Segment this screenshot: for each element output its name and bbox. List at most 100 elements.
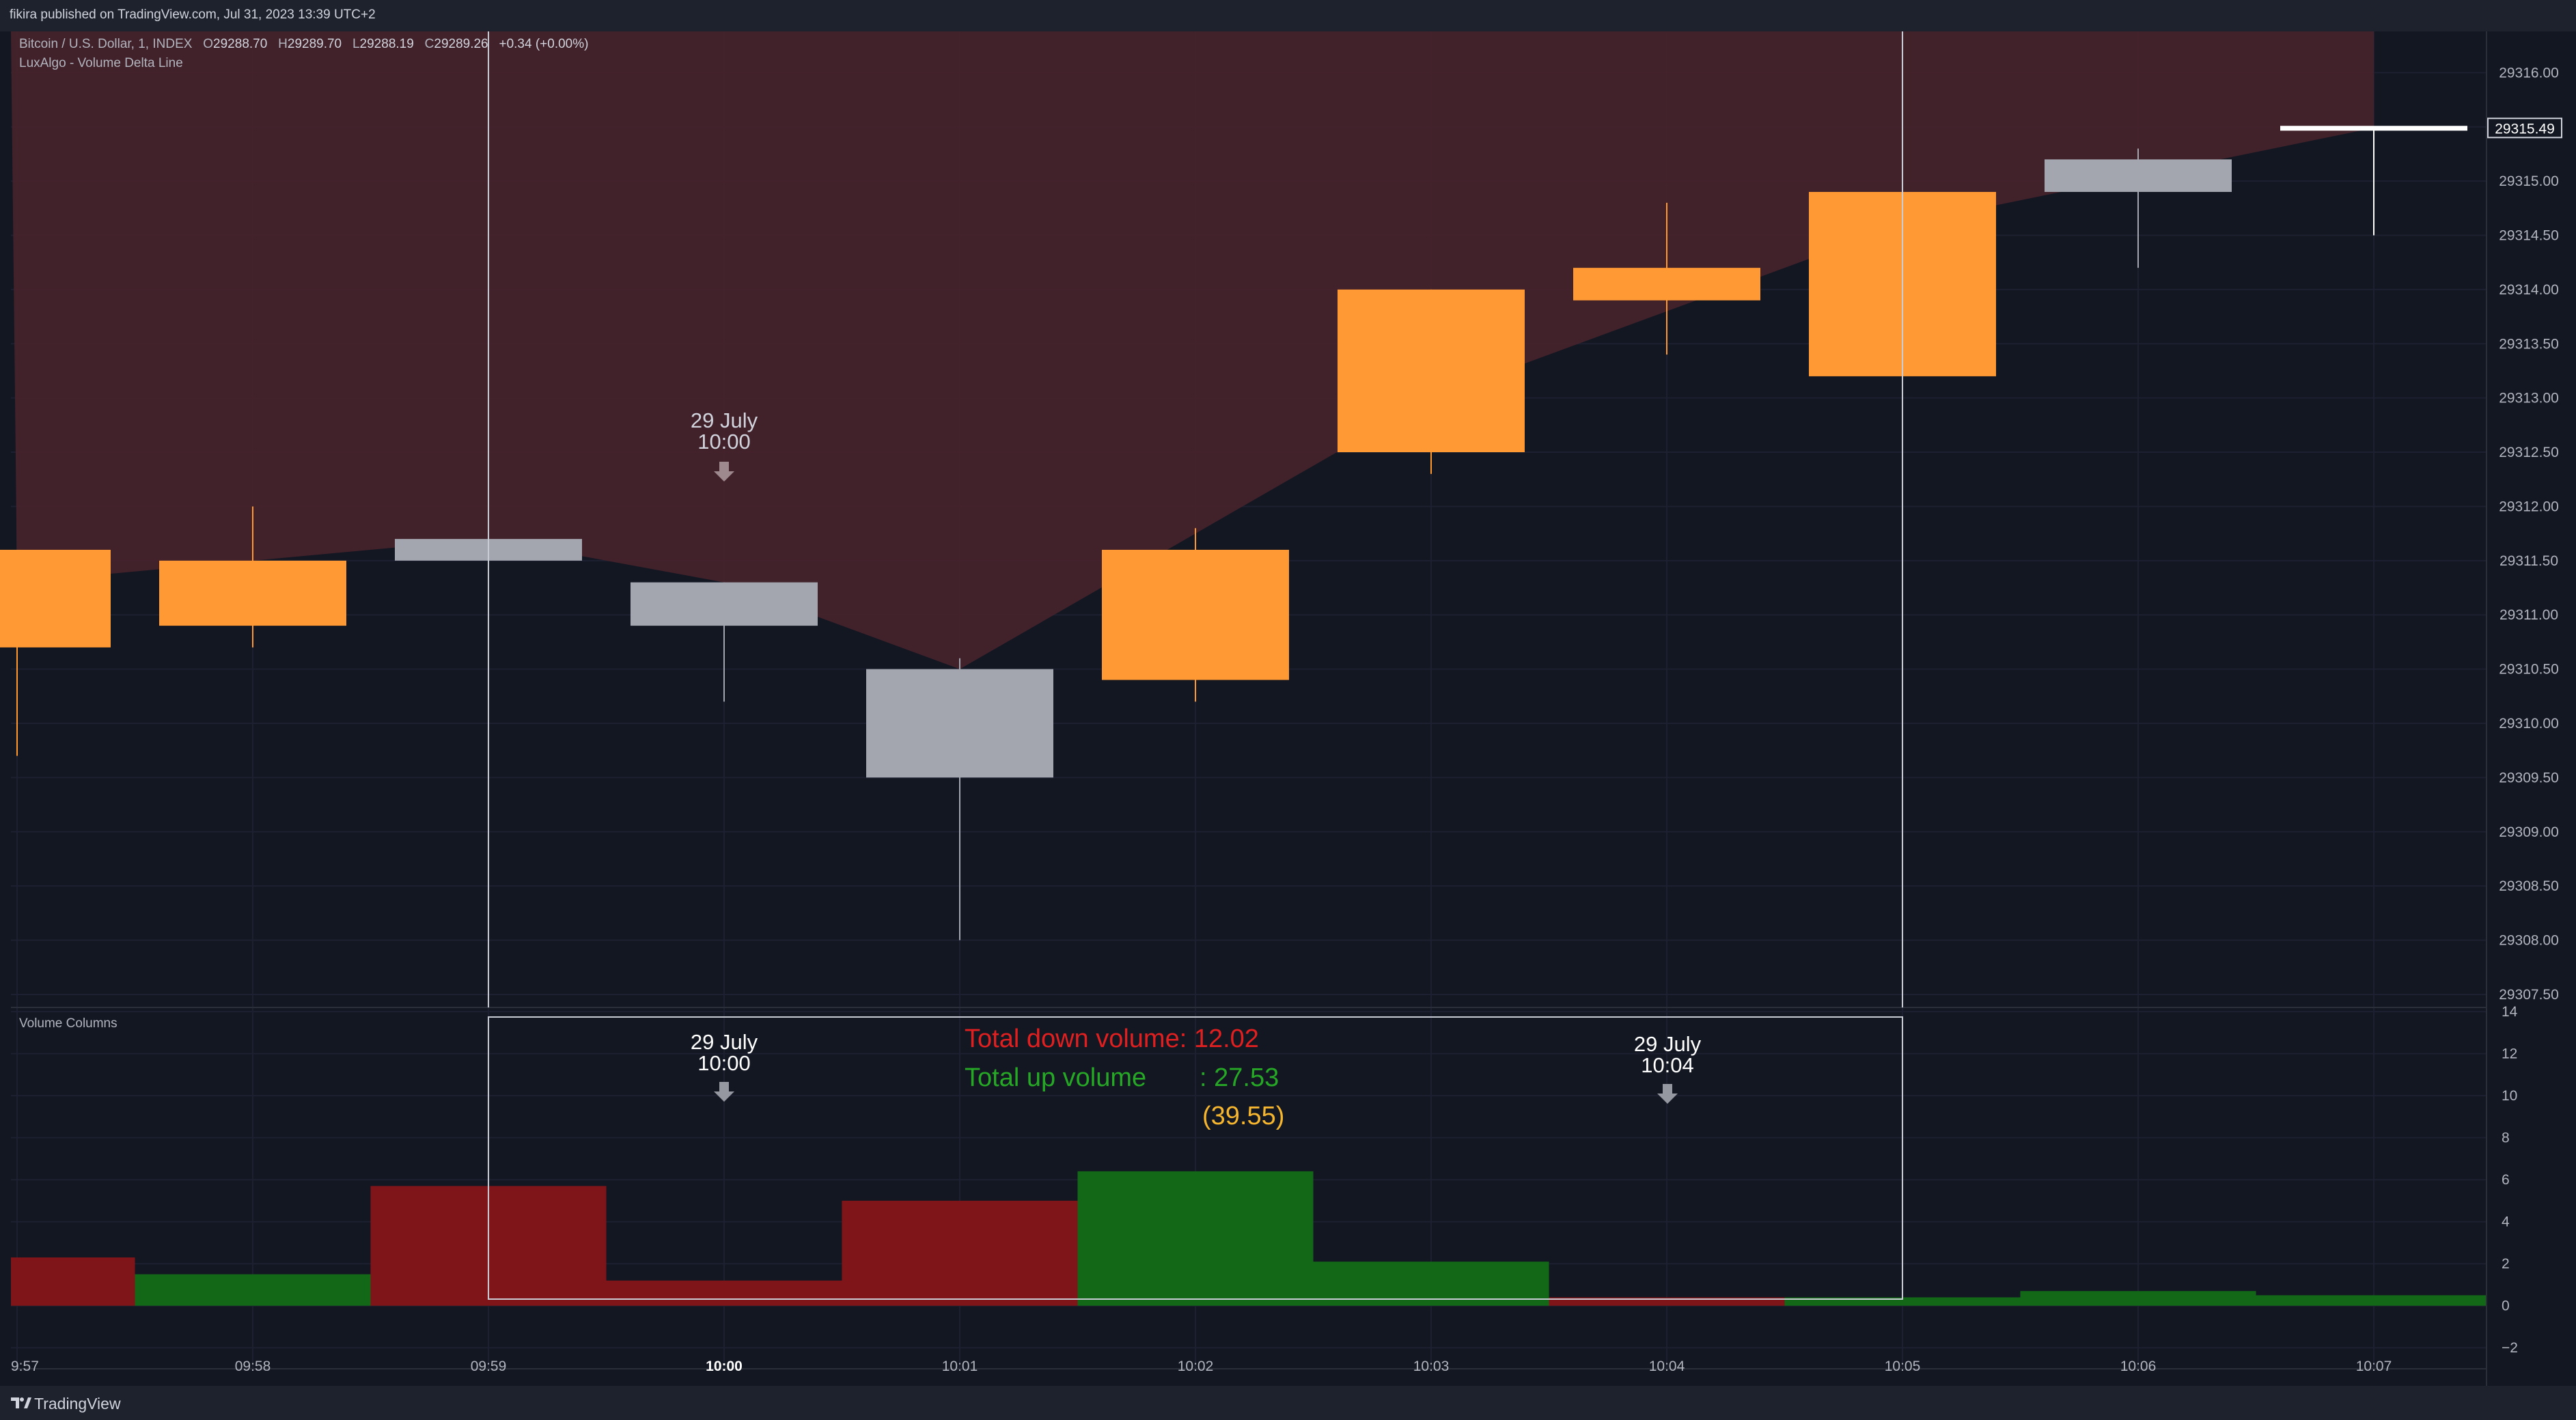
price-tick-label: 29314.00 bbox=[2499, 282, 2559, 298]
price-tick-label: 29313.00 bbox=[2499, 391, 2559, 406]
price-tick-label: 29311.50 bbox=[2499, 553, 2558, 569]
open-label: O bbox=[203, 37, 214, 51]
high-label: H bbox=[278, 37, 288, 51]
candle-body bbox=[866, 669, 1053, 778]
tradingview-logo-icon[interactable] bbox=[11, 1395, 31, 1410]
price-tick-label: 29312.00 bbox=[2499, 499, 2559, 514]
time-tick-label: 10:06 bbox=[2120, 1359, 2157, 1374]
footer: TradingView bbox=[0, 1386, 2576, 1420]
time-tick-label: 9:57 bbox=[11, 1359, 39, 1374]
date-label-date: 29 July bbox=[691, 1030, 758, 1054]
open-value: 29288.70 bbox=[213, 37, 268, 51]
volume-pane-title[interactable]: Volume Columns bbox=[19, 1016, 117, 1031]
volume-bars bbox=[11, 1171, 2487, 1306]
candle-body bbox=[1573, 268, 1760, 301]
time-axis[interactable]: 9:57 09:58 09:59 10:00 10:01 10:02 10:03 10:04 1… bbox=[11, 1359, 2392, 1374]
selection-box[interactable] bbox=[488, 31, 1903, 1300]
price-tick-label: 29308.00 bbox=[2499, 933, 2559, 949]
candle-body bbox=[0, 549, 111, 648]
volume-tick-label: 0 bbox=[2502, 1298, 2510, 1314]
date-label-time: 10:04 bbox=[1641, 1053, 1694, 1077]
candle-body bbox=[1338, 289, 1525, 453]
date-label-10-00-volume: 29 July 10:00 bbox=[691, 1030, 758, 1102]
price-tick-label: 29315.00 bbox=[2499, 173, 2559, 189]
price-tick-label: 29309.00 bbox=[2499, 824, 2559, 840]
arrow-down-icon bbox=[1657, 1084, 1678, 1104]
price-tick-label: 29316.00 bbox=[2499, 65, 2559, 81]
chart-canvas[interactable]: 29307.50 29308.00 29308.50 29309.00 29309.50… bbox=[0, 31, 2576, 1386]
time-tick-label: 10:00 bbox=[706, 1359, 743, 1374]
volume-bar-up bbox=[2256, 1295, 2487, 1306]
price-axis[interactable]: 29307.50 29308.00 29308.50 29309.00 29309.50… bbox=[2499, 65, 2559, 1003]
time-tick-label: 10:07 bbox=[2356, 1359, 2392, 1374]
volume-tick-label: 6 bbox=[2502, 1172, 2510, 1188]
last-price-marker: 29315.49 bbox=[2280, 117, 2562, 139]
indicator-legend[interactable]: LuxAlgo - Volume Delta Line bbox=[19, 56, 183, 70]
price-tick-label: 29312.50 bbox=[2499, 445, 2559, 460]
volume-bar-down bbox=[11, 1257, 135, 1306]
price-tick-label: 29311.00 bbox=[2499, 607, 2558, 623]
arrow-down-icon bbox=[714, 462, 734, 482]
candle-body bbox=[2045, 159, 2232, 192]
arrow-down-icon bbox=[714, 1082, 734, 1102]
ohlc-legend[interactable]: Bitcoin / U.S. Dollar, 1, INDEX O29288.7… bbox=[19, 37, 588, 52]
price-change: +0.34 (+0.00%) bbox=[499, 37, 589, 51]
price-tick-label: 29310.00 bbox=[2499, 716, 2559, 732]
volume-bar-up bbox=[2020, 1291, 2256, 1306]
volume-bar-up bbox=[1313, 1262, 1549, 1306]
price-tick-label: 29307.50 bbox=[2499, 987, 2559, 1003]
candle-body bbox=[159, 560, 346, 626]
publisher-text: fikira published on TradingView.com, Jul… bbox=[10, 8, 376, 22]
price-tick-label: 29308.50 bbox=[2499, 878, 2559, 894]
total-down-volume: Total down volume: 12.02 bbox=[965, 1025, 1259, 1053]
price-tick-label: 29310.50 bbox=[2499, 662, 2559, 678]
close-label: C bbox=[424, 37, 434, 51]
total-up-volume-value: : 27.53 bbox=[1200, 1063, 1279, 1092]
time-tick-label: 09:59 bbox=[471, 1359, 507, 1374]
tradingview-brand[interactable]: TradingView bbox=[34, 1395, 121, 1412]
last-price-box bbox=[2487, 117, 2562, 139]
last-price-label: 29315.49 bbox=[2495, 121, 2555, 137]
low-value: 29288.19 bbox=[359, 37, 414, 51]
candles bbox=[0, 128, 2467, 941]
candle-body bbox=[1102, 549, 1289, 680]
time-tick-label: 10:05 bbox=[1885, 1359, 1921, 1374]
date-label-time: 10:00 bbox=[697, 1051, 751, 1075]
price-tick-label: 29313.50 bbox=[2499, 336, 2559, 352]
volume-tick-label: −2 bbox=[2502, 1340, 2518, 1356]
volume-tick-label: 2 bbox=[2502, 1256, 2510, 1272]
volume-tick-label: 12 bbox=[2502, 1046, 2517, 1062]
time-tick-label: 10:02 bbox=[1178, 1359, 1214, 1374]
volume-tick-label: 14 bbox=[2502, 1004, 2518, 1020]
date-label-10-00-price: 29 July 10:00 bbox=[691, 408, 758, 482]
time-tick-label: 10:03 bbox=[1413, 1359, 1450, 1374]
time-tick-label: 09:58 bbox=[235, 1359, 271, 1374]
date-label-date: 29 July bbox=[1634, 1032, 1702, 1056]
symbol-name[interactable]: Bitcoin / U.S. Dollar, 1, INDEX bbox=[19, 37, 193, 51]
total-volume-sum: (39.55) bbox=[1202, 1102, 1284, 1130]
volume-tick-label: 4 bbox=[2502, 1214, 2510, 1230]
time-tick-label: 10:01 bbox=[942, 1359, 978, 1374]
price-tick-label: 29314.50 bbox=[2499, 228, 2559, 244]
volume-bar-down bbox=[842, 1200, 1078, 1306]
volume-tick-label: 8 bbox=[2502, 1130, 2510, 1146]
date-label-date: 29 July bbox=[691, 408, 758, 432]
selection-range-box bbox=[488, 1016, 1903, 1300]
price-tick-label: 29309.50 bbox=[2499, 770, 2559, 785]
total-up-volume-label: Total up volume bbox=[965, 1063, 1146, 1092]
volume-tick-label: 10 bbox=[2502, 1088, 2517, 1104]
close-value: 29289.26 bbox=[434, 37, 488, 51]
volume-totals: Total down volume: 12.02 Total up volume… bbox=[965, 1025, 1284, 1130]
volume-delta-area bbox=[11, 31, 2487, 669]
time-tick-label: 10:04 bbox=[1649, 1359, 1685, 1374]
volume-bar-up bbox=[1077, 1171, 1314, 1306]
date-label-time: 10:00 bbox=[697, 430, 751, 454]
high-value: 29289.70 bbox=[287, 37, 342, 51]
volume-bar-up bbox=[135, 1274, 371, 1306]
volume-bar-down bbox=[606, 1280, 842, 1306]
candle-body bbox=[631, 582, 818, 626]
date-label-10-04-volume: 29 July 10:04 bbox=[1634, 1032, 1702, 1104]
volume-axis[interactable]: −2 0 2 4 6 8 10 12 14 bbox=[2502, 1004, 2518, 1356]
low-label: L bbox=[352, 37, 360, 51]
publish-header: fikira published on TradingView.com, Jul… bbox=[0, 0, 2576, 31]
